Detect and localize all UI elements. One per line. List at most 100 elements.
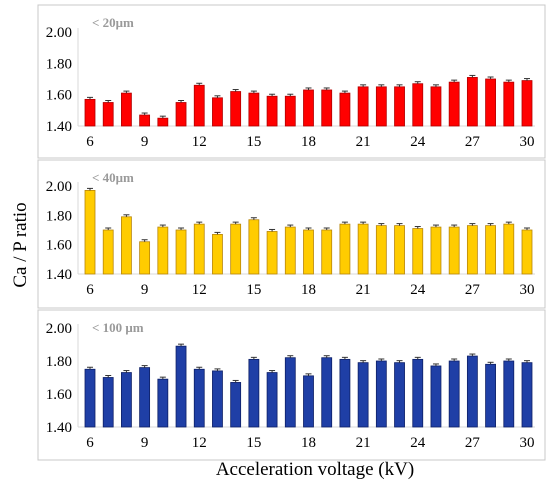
bar (375, 86, 387, 127)
bar (102, 102, 114, 127)
bar (212, 233, 223, 275)
bar (357, 86, 369, 127)
x-tick-label: 18 (301, 282, 316, 298)
x-tick-label: 9 (141, 435, 149, 451)
panel-title: < 40μm (92, 170, 134, 185)
bar (321, 357, 333, 428)
x-tick-label: 15 (246, 134, 261, 150)
x-tick-label: 27 (465, 134, 481, 150)
bar (430, 226, 442, 275)
bar (466, 225, 478, 275)
bar (121, 92, 132, 127)
y-tick-label: 1.80 (46, 208, 72, 224)
y-tick-label: 2.00 (46, 25, 72, 41)
bar (230, 91, 242, 127)
y-axis-label: Ca / P ratio (10, 202, 31, 287)
bar (193, 368, 205, 428)
x-tick-label: 12 (192, 134, 207, 150)
bar (339, 92, 351, 127)
bar (485, 363, 496, 428)
y-tick-label: 1.60 (46, 238, 72, 254)
y-tick-label: 1.60 (46, 88, 72, 104)
bar (448, 360, 460, 428)
bar (102, 377, 114, 428)
bar (375, 225, 387, 275)
y-tick-label: 1.80 (46, 56, 72, 72)
bar (339, 223, 351, 275)
bar (503, 81, 515, 127)
bar (357, 223, 369, 275)
bar (266, 231, 278, 275)
bar (303, 89, 314, 127)
x-tick-label: 6 (86, 134, 94, 150)
bar (102, 229, 114, 275)
bar (485, 78, 496, 127)
bar (84, 368, 96, 428)
bar (375, 360, 387, 428)
bar (339, 358, 351, 428)
x-tick-label: 21 (356, 134, 371, 150)
bar (266, 372, 278, 428)
bar (284, 226, 296, 275)
bar (466, 355, 478, 428)
bar (84, 98, 96, 127)
bar (230, 223, 242, 275)
bar (321, 89, 333, 127)
panel-1: 1.40 1.60 1.80 2.00 6 9 12 15 18 21 24 27 30 < 20μm (37, 4, 546, 159)
bar (430, 365, 442, 428)
bar (394, 362, 405, 428)
x-tick-label: 9 (141, 282, 149, 298)
bar (357, 362, 369, 428)
bar (212, 370, 223, 428)
bar (175, 229, 187, 275)
bar (193, 84, 205, 127)
bar (157, 378, 169, 428)
y-tick-label: 2.00 (46, 179, 72, 195)
x-tick-label: 18 (301, 134, 316, 150)
bar (193, 223, 205, 275)
y-tick-label: 2.00 (46, 321, 72, 337)
y-tick-label: 1.60 (46, 387, 72, 403)
panel-title: < 20μm (92, 15, 134, 30)
bar (175, 345, 187, 428)
bar (412, 83, 424, 127)
x-tick-label: 6 (86, 282, 94, 298)
bar (394, 86, 405, 127)
bar (303, 375, 314, 428)
x-tick-label: 27 (465, 435, 481, 451)
bar (503, 223, 515, 275)
bar (521, 229, 533, 275)
bar (412, 228, 424, 275)
bar (139, 367, 151, 428)
bar (485, 225, 496, 275)
bar (303, 229, 314, 275)
bar (466, 77, 478, 127)
y-tick-label: 1.40 (46, 420, 72, 436)
bar (248, 92, 260, 127)
y-tick-label: 1.80 (46, 354, 72, 370)
bar (284, 95, 296, 127)
bar (448, 81, 460, 127)
x-tick-label: 18 (301, 435, 316, 451)
bar (284, 357, 296, 428)
bar (503, 360, 515, 428)
bar (157, 226, 169, 275)
x-tick-label: 24 (410, 134, 426, 150)
x-tick-label: 30 (520, 282, 535, 298)
bar (139, 241, 151, 275)
x-tick-label: 24 (410, 435, 426, 451)
x-axis-label: Acceleration voltage (kV) (216, 459, 414, 480)
bar (394, 225, 405, 275)
panel-frame (37, 4, 546, 159)
bar (266, 95, 278, 127)
x-tick-label: 12 (192, 435, 207, 451)
panel-2: 1.40 1.60 1.80 2.00 6 9 12 15 18 21 24 27 30 < 40μm (37, 159, 546, 309)
x-tick-label: 30 (520, 435, 535, 451)
x-tick-label: 24 (410, 282, 426, 298)
bar (521, 362, 533, 428)
bar (430, 86, 442, 127)
bar (212, 97, 223, 127)
y-tick-label: 1.40 (46, 119, 72, 135)
bar (175, 102, 187, 127)
bar (84, 189, 96, 275)
